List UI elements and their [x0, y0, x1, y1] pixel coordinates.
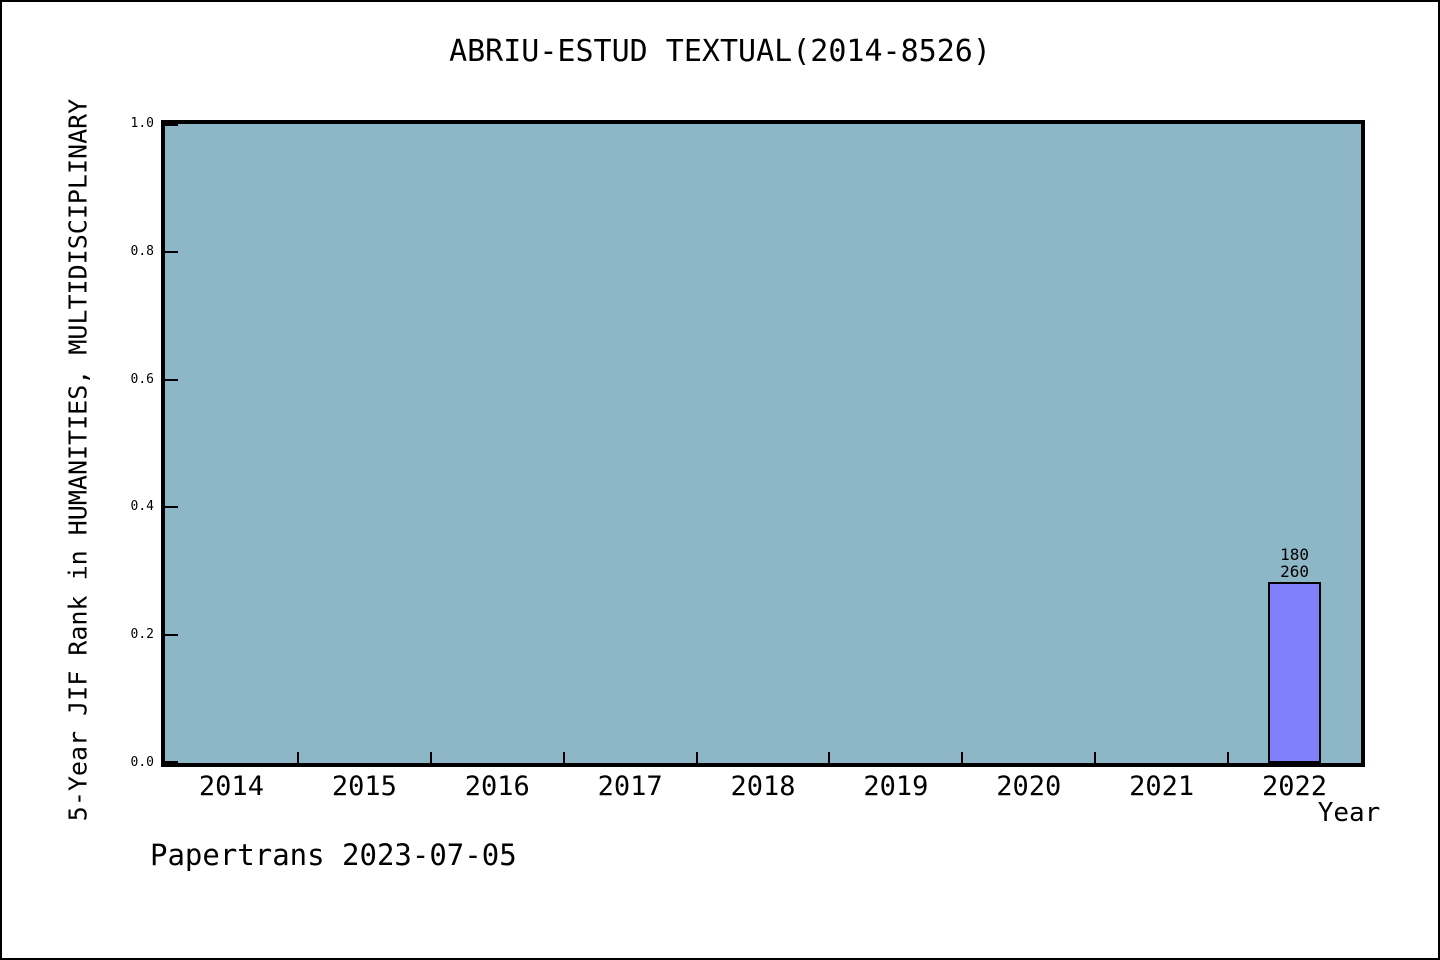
- x-category-label: 2021: [1129, 771, 1195, 802]
- y-tick-mark: [165, 634, 178, 637]
- y-tick-mark: [165, 378, 178, 381]
- x-category-label: 2022: [1262, 771, 1328, 802]
- plot-inner: 180 260: [165, 124, 1361, 763]
- y-axis-label: 5-Year JIF Rank in HUMANITIES, MULTIDISC…: [63, 98, 93, 822]
- x-tick-mark: [296, 752, 299, 763]
- bar-value-line: 180: [1280, 545, 1309, 564]
- x-tick-mark: [562, 752, 565, 763]
- y-tick-mark: [165, 761, 178, 763]
- footer-credit: Papertrans 2023-07-05: [150, 838, 517, 872]
- bar-value-label: 180 260: [1280, 546, 1309, 580]
- x-category-label: 2017: [597, 771, 663, 802]
- x-tick-mark: [1094, 752, 1097, 763]
- x-axis-label: Year: [1317, 798, 1381, 828]
- x-tick-mark: [828, 752, 831, 763]
- y-tick-mark: [165, 124, 178, 126]
- y-tick-label: 0.8: [130, 243, 154, 259]
- x-category-label: 2020: [996, 771, 1062, 802]
- y-tick-mark: [165, 250, 178, 253]
- chart-title: ABRIU-ESTUD TEXTUAL(2014-8526): [449, 34, 991, 69]
- y-tick-label: 0.4: [130, 499, 154, 515]
- x-tick-mark: [429, 752, 432, 763]
- x-tick-mark: [695, 752, 698, 763]
- y-tick-label: 1.0: [130, 116, 154, 131]
- x-category-label: 2016: [464, 771, 530, 802]
- x-category-label: 2018: [730, 771, 796, 802]
- plot-area: 180 260: [161, 120, 1365, 767]
- x-category-label: 2015: [331, 771, 397, 802]
- x-category-label: 2014: [198, 771, 264, 802]
- x-tick-mark: [961, 752, 964, 763]
- x-tick-mark: [1227, 752, 1230, 763]
- y-tick-label: 0.2: [130, 627, 154, 643]
- y-tick-label: 0.0: [130, 755, 154, 770]
- y-tick-label: 0.6: [130, 371, 154, 387]
- x-category-label: 2019: [863, 771, 929, 802]
- y-tick-mark: [165, 506, 178, 509]
- bar: [1268, 582, 1322, 763]
- bar-value-line: 260: [1280, 562, 1309, 581]
